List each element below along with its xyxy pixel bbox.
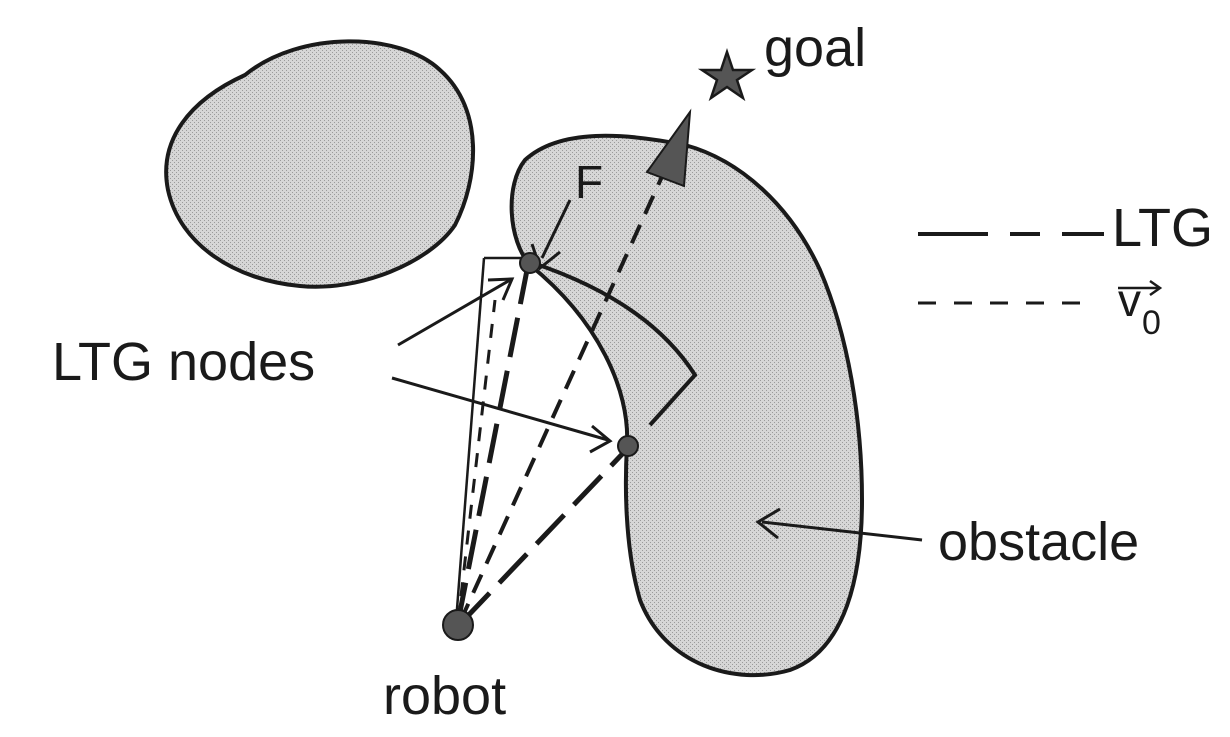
legend-ltg-label: LTG bbox=[1112, 198, 1213, 258]
legend-v0-subscript: 0 bbox=[1142, 304, 1161, 342]
solid-edge-left bbox=[454, 257, 486, 623]
goal-direction-arrowhead bbox=[645, 108, 692, 188]
obstacle-arrow-head bbox=[755, 507, 781, 540]
force-arrow-head bbox=[530, 243, 561, 271]
goal-label: goal bbox=[764, 18, 866, 78]
force-arrow-shaft bbox=[540, 199, 572, 259]
obstacle-inner-boundary bbox=[529, 260, 698, 427]
v0-line-left bbox=[456, 299, 497, 623]
v0-line-goal bbox=[458, 169, 667, 623]
ltg-node-upper bbox=[519, 252, 541, 274]
ltg-nodes-arrow-upper-head bbox=[487, 277, 515, 301]
round-obstacle bbox=[164, 39, 475, 289]
ltg-nodes-label: LTG nodes bbox=[52, 332, 315, 392]
robot-dot-icon bbox=[442, 609, 474, 641]
ltg-line-lower bbox=[460, 446, 630, 624]
obstacle-label: obstacle bbox=[938, 512, 1139, 572]
ltg-line-upper bbox=[455, 264, 531, 623]
force-label: F bbox=[575, 156, 603, 208]
obstacle-arrow-shaft bbox=[761, 520, 923, 542]
ltg-nodes-arrow-upper-shaft bbox=[397, 278, 511, 347]
robot-label: robot bbox=[383, 666, 506, 726]
ltg-nodes-arrow-lower-head bbox=[589, 424, 613, 454]
legend-v0-vector-head bbox=[1149, 279, 1163, 297]
ltg-node-lower bbox=[617, 435, 639, 457]
ltg-nodes-arrow-lower-shaft bbox=[391, 376, 609, 442]
legend-v0-symbol: v bbox=[1118, 274, 1141, 326]
star-icon bbox=[697, 48, 757, 102]
kidney-obstacle bbox=[509, 133, 865, 678]
